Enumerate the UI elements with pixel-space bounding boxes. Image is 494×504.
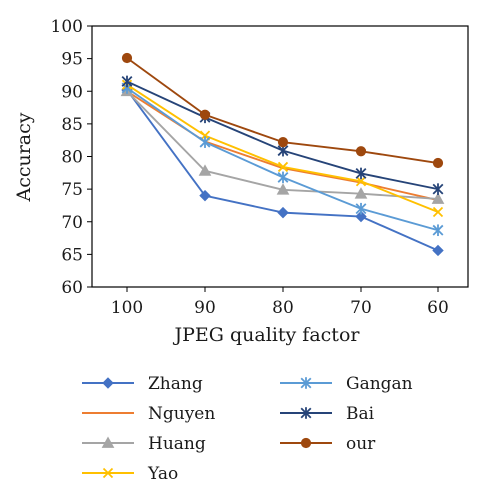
data-point-huang xyxy=(198,164,212,176)
y-tick-label: 75 xyxy=(61,180,83,200)
y-tick-label: 85 xyxy=(61,115,83,135)
data-point-bai xyxy=(432,183,444,195)
legend-label: Zhang xyxy=(148,374,203,394)
legend-marker xyxy=(101,436,115,448)
data-point-yao xyxy=(277,161,289,173)
data-point-zhang xyxy=(277,206,289,219)
x-tick-label: 100 xyxy=(111,298,143,318)
series-line-zhang xyxy=(126,89,439,252)
x-tick-label: 90 xyxy=(194,298,216,318)
y-tick-label: 80 xyxy=(61,148,83,168)
legend-item-bai: Bai xyxy=(280,404,375,424)
data-point-yao xyxy=(432,206,444,218)
series-zhang xyxy=(121,84,444,257)
y-tick-label: 65 xyxy=(61,245,83,265)
legend-label: Nguyen xyxy=(148,404,215,424)
legend: Zhang Nguyen Huang Yao Gangan Bai our xyxy=(82,374,413,484)
series-huang xyxy=(120,84,445,204)
y-axis-ticks: 60 65 70 75 80 85 90 95 100 xyxy=(51,17,92,298)
legend-label: our xyxy=(346,434,376,454)
x-axis-label: JPEG quality factor xyxy=(173,324,361,346)
data-point-huang xyxy=(354,187,368,199)
data-point-our xyxy=(121,52,133,64)
x-tick-label: 70 xyxy=(350,298,372,318)
legend-marker xyxy=(300,437,312,449)
y-tick-label: 70 xyxy=(61,213,83,233)
plot-area xyxy=(91,25,469,288)
data-point-gangan xyxy=(355,202,367,215)
data-point-our xyxy=(277,137,289,148)
legend-marker xyxy=(102,467,114,479)
data-point-gangan xyxy=(199,136,211,148)
series-our xyxy=(121,52,444,169)
y-axis-label: Accuracy xyxy=(13,112,35,202)
data-point-our xyxy=(199,109,211,120)
data-point-zhang xyxy=(199,189,211,202)
data-point-bai xyxy=(355,167,367,180)
series-gangan xyxy=(121,82,444,237)
legend-label: Bai xyxy=(346,404,375,424)
legend-label: Huang xyxy=(148,434,206,454)
legend-item-zhang: Zhang xyxy=(82,374,203,394)
data-point-gangan xyxy=(432,224,444,237)
y-tick-label: 100 xyxy=(51,17,83,37)
legend-marker xyxy=(300,377,312,389)
data-point-gangan xyxy=(277,171,289,184)
legend-item-huang: Huang xyxy=(82,434,206,454)
legend-marker xyxy=(102,377,114,389)
plot-border xyxy=(91,25,469,288)
x-tick-label: 80 xyxy=(272,298,294,318)
series-layer xyxy=(120,52,445,257)
x-axis-ticks: 100 90 80 70 60 xyxy=(111,287,449,318)
data-point-our xyxy=(432,157,444,169)
data-point-our xyxy=(355,146,367,157)
data-point-zhang xyxy=(355,210,367,223)
data-point-huang xyxy=(276,183,290,195)
legend-marker xyxy=(300,407,312,419)
y-tick-label: 90 xyxy=(61,82,83,102)
x-tick-label: 60 xyxy=(427,298,449,318)
legend-item-nguyen: Nguyen xyxy=(82,404,215,424)
data-point-yao xyxy=(355,176,367,187)
data-point-zhang xyxy=(432,244,444,257)
data-point-huang xyxy=(431,192,445,204)
legend-item-our: our xyxy=(280,434,376,454)
legend-item-yao: Yao xyxy=(82,464,178,484)
data-point-bai xyxy=(121,75,133,88)
y-tick-label: 95 xyxy=(61,50,83,70)
legend-item-gangan: Gangan xyxy=(280,374,413,394)
legend-label: Yao xyxy=(147,464,178,484)
y-tick-label: 60 xyxy=(61,278,83,298)
legend-label: Gangan xyxy=(346,374,413,394)
